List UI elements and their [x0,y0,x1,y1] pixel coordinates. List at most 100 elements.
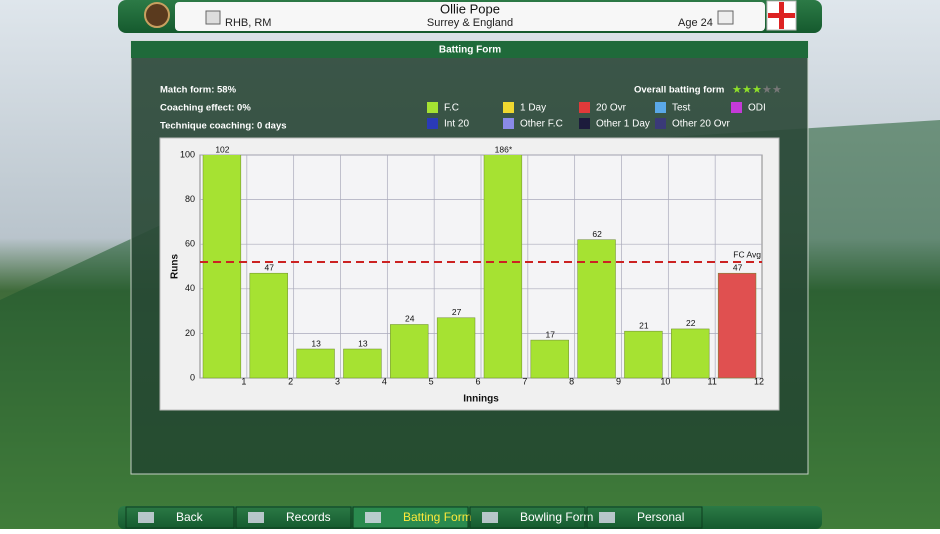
legend-label: ODI [748,103,766,114]
nav-label[interactable]: Records [286,510,331,524]
value-label: 21 [639,320,649,330]
bar [624,330,663,379]
legend-swatch [579,118,590,129]
legend-label: F.C [444,103,459,114]
legend-swatch [427,118,438,129]
nav-label[interactable]: Back [176,510,204,524]
legend-label: Test [672,103,691,114]
x-tick-label: 11 [707,376,716,386]
x-tick-label: 3 [335,376,340,386]
value-label: 13 [358,338,368,348]
stat-text: Technique coaching: 0 days [160,121,287,132]
player-age: Age 24 [678,17,713,29]
x-tick-label: 1 [241,376,246,386]
bar [483,155,523,379]
edit-icon[interactable] [717,10,734,25]
legend-label: Other 1 Day [596,119,650,130]
bar [436,317,476,379]
y-axis-label: Runs [170,254,181,279]
legend-label: 1 Day [520,103,546,114]
x-tick-label: 10 [660,376,670,386]
legend-swatch [503,102,514,113]
y-tick-label: 80 [185,194,195,204]
nav-label[interactable]: Bowling Form [520,510,593,524]
bar [202,155,242,379]
legend-label: Int 20 [444,119,469,130]
nav-label[interactable]: Batting Form [403,510,472,524]
x-tick-label: 2 [288,376,293,386]
y-tick-label: 60 [185,239,195,249]
role-icon [205,10,221,25]
value-label: 186* [495,144,513,154]
x-tick-label: 5 [429,376,434,386]
value-label: 24 [405,314,415,324]
star: ★ [742,84,752,96]
nav-button[interactable] [586,506,703,529]
x-tick-label: 12 [754,376,764,386]
nav-button[interactable] [469,506,586,529]
bar [249,272,288,379]
value-label: 22 [686,318,696,328]
stat-text: Match form: 58% [160,85,237,96]
x-tick-label: 9 [616,376,621,386]
value-label: 47 [733,262,743,272]
bars [202,155,757,379]
bar [390,324,429,379]
legend-label: Other 20 Ovr [672,119,730,130]
nav-icon [482,512,498,523]
header-box [175,2,765,31]
overall-label: Overall batting form [634,85,724,96]
player-role: RHB, RM [225,17,271,29]
x-tick-label: 7 [522,376,527,386]
bar [577,239,616,379]
nav-icon [138,512,154,523]
nav-label[interactable]: Personal [637,510,684,524]
nav-icon [599,512,615,523]
x-tick-label: 4 [382,376,387,386]
x-tick-label: 8 [569,376,574,386]
value-label: 47 [265,262,275,272]
nav-button[interactable] [235,506,352,529]
star: ★ [732,84,742,96]
y-tick-label: 40 [185,283,195,293]
nav-button[interactable] [352,506,469,529]
bar [343,348,382,379]
star: ★ [752,84,762,96]
flag-cross-h [768,13,795,18]
x-axis-label: Innings [463,394,499,405]
y-tick-label: 20 [185,328,195,338]
legend-label: 20 Ovr [596,103,627,114]
x-tick-label: 6 [475,376,480,386]
nav-icon [365,512,381,523]
bar [296,348,335,379]
bar [671,328,710,379]
legend-swatch [427,102,438,113]
legend-swatch [655,102,666,113]
legend-swatch [503,118,514,129]
value-label: 17 [546,329,556,339]
nav-icon [248,512,264,523]
player-name: Ollie Pope [440,1,500,16]
player-team: Surrey & England [427,17,513,29]
bar [717,272,757,379]
bar [530,339,569,379]
player-avatar [144,2,170,28]
panel-title: Batting Form [439,45,501,56]
stat-text: Coaching effect: 0% [160,103,251,114]
star: ★ [772,84,782,96]
legend-swatch [579,102,590,113]
y-tick-label: 0 [190,372,195,382]
value-label: 62 [592,229,602,239]
legend-swatch [655,118,666,129]
nav-button[interactable] [125,506,235,529]
value-label: 102 [215,144,229,154]
legend-swatch [731,102,742,113]
panel-title-bar [131,41,808,58]
value-label: 27 [452,307,462,317]
legend-label: Other F.C [520,119,563,130]
y-tick-label: 100 [180,149,195,159]
value-label: 13 [311,338,321,348]
reference-label: FC Avg [733,249,761,259]
